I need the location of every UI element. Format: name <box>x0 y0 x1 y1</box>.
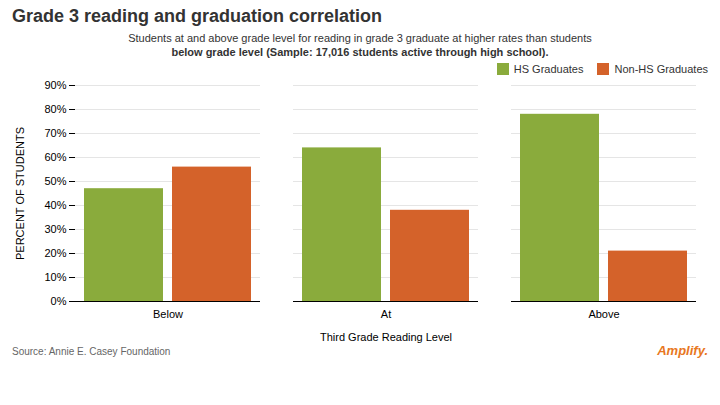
svg-text:PERCENT OF STUDENTS: PERCENT OF STUDENTS <box>14 127 26 260</box>
svg-text:50%: 50% <box>44 175 66 187</box>
svg-text:30%: 30% <box>44 223 66 235</box>
html-text:Amplify.: Amplify. <box>657 343 708 358</box>
svg-text:90%: 90% <box>44 79 66 91</box>
svg-text:0%: 0% <box>51 295 67 307</box>
svg-text:Third Grade Reading Level: Third Grade Reading Level <box>320 331 452 343</box>
html-text:Source: Annie E. Casey Foundat: Source: Annie E. Casey Foundation <box>12 346 171 357</box>
svg-text:20%: 20% <box>44 247 66 259</box>
html-text:HS Graduates: HS Graduates <box>513 63 584 75</box>
svg-text:At: At <box>381 308 391 320</box>
svg-text:Below: Below <box>153 308 183 320</box>
svg-text:60%: 60% <box>44 151 66 163</box>
svg-text:Above: Above <box>588 308 619 320</box>
html-text:Non-HS Graduates: Non-HS Graduates <box>614 63 708 75</box>
html-text:Grade 3 reading and graduation: Grade 3 reading and graduation correlati… <box>12 6 383 26</box>
html-text:Students at and above grade le: Students at and above grade level for re… <box>128 32 592 44</box>
svg-text:10%: 10% <box>44 271 66 283</box>
svg-text:80%: 80% <box>44 103 66 115</box>
svg-text:70%: 70% <box>44 127 66 139</box>
html-text:below grade level (Sample: 17,: below grade level (Sample: 17,016 studen… <box>171 46 549 58</box>
svg-text:40%: 40% <box>44 199 66 211</box>
